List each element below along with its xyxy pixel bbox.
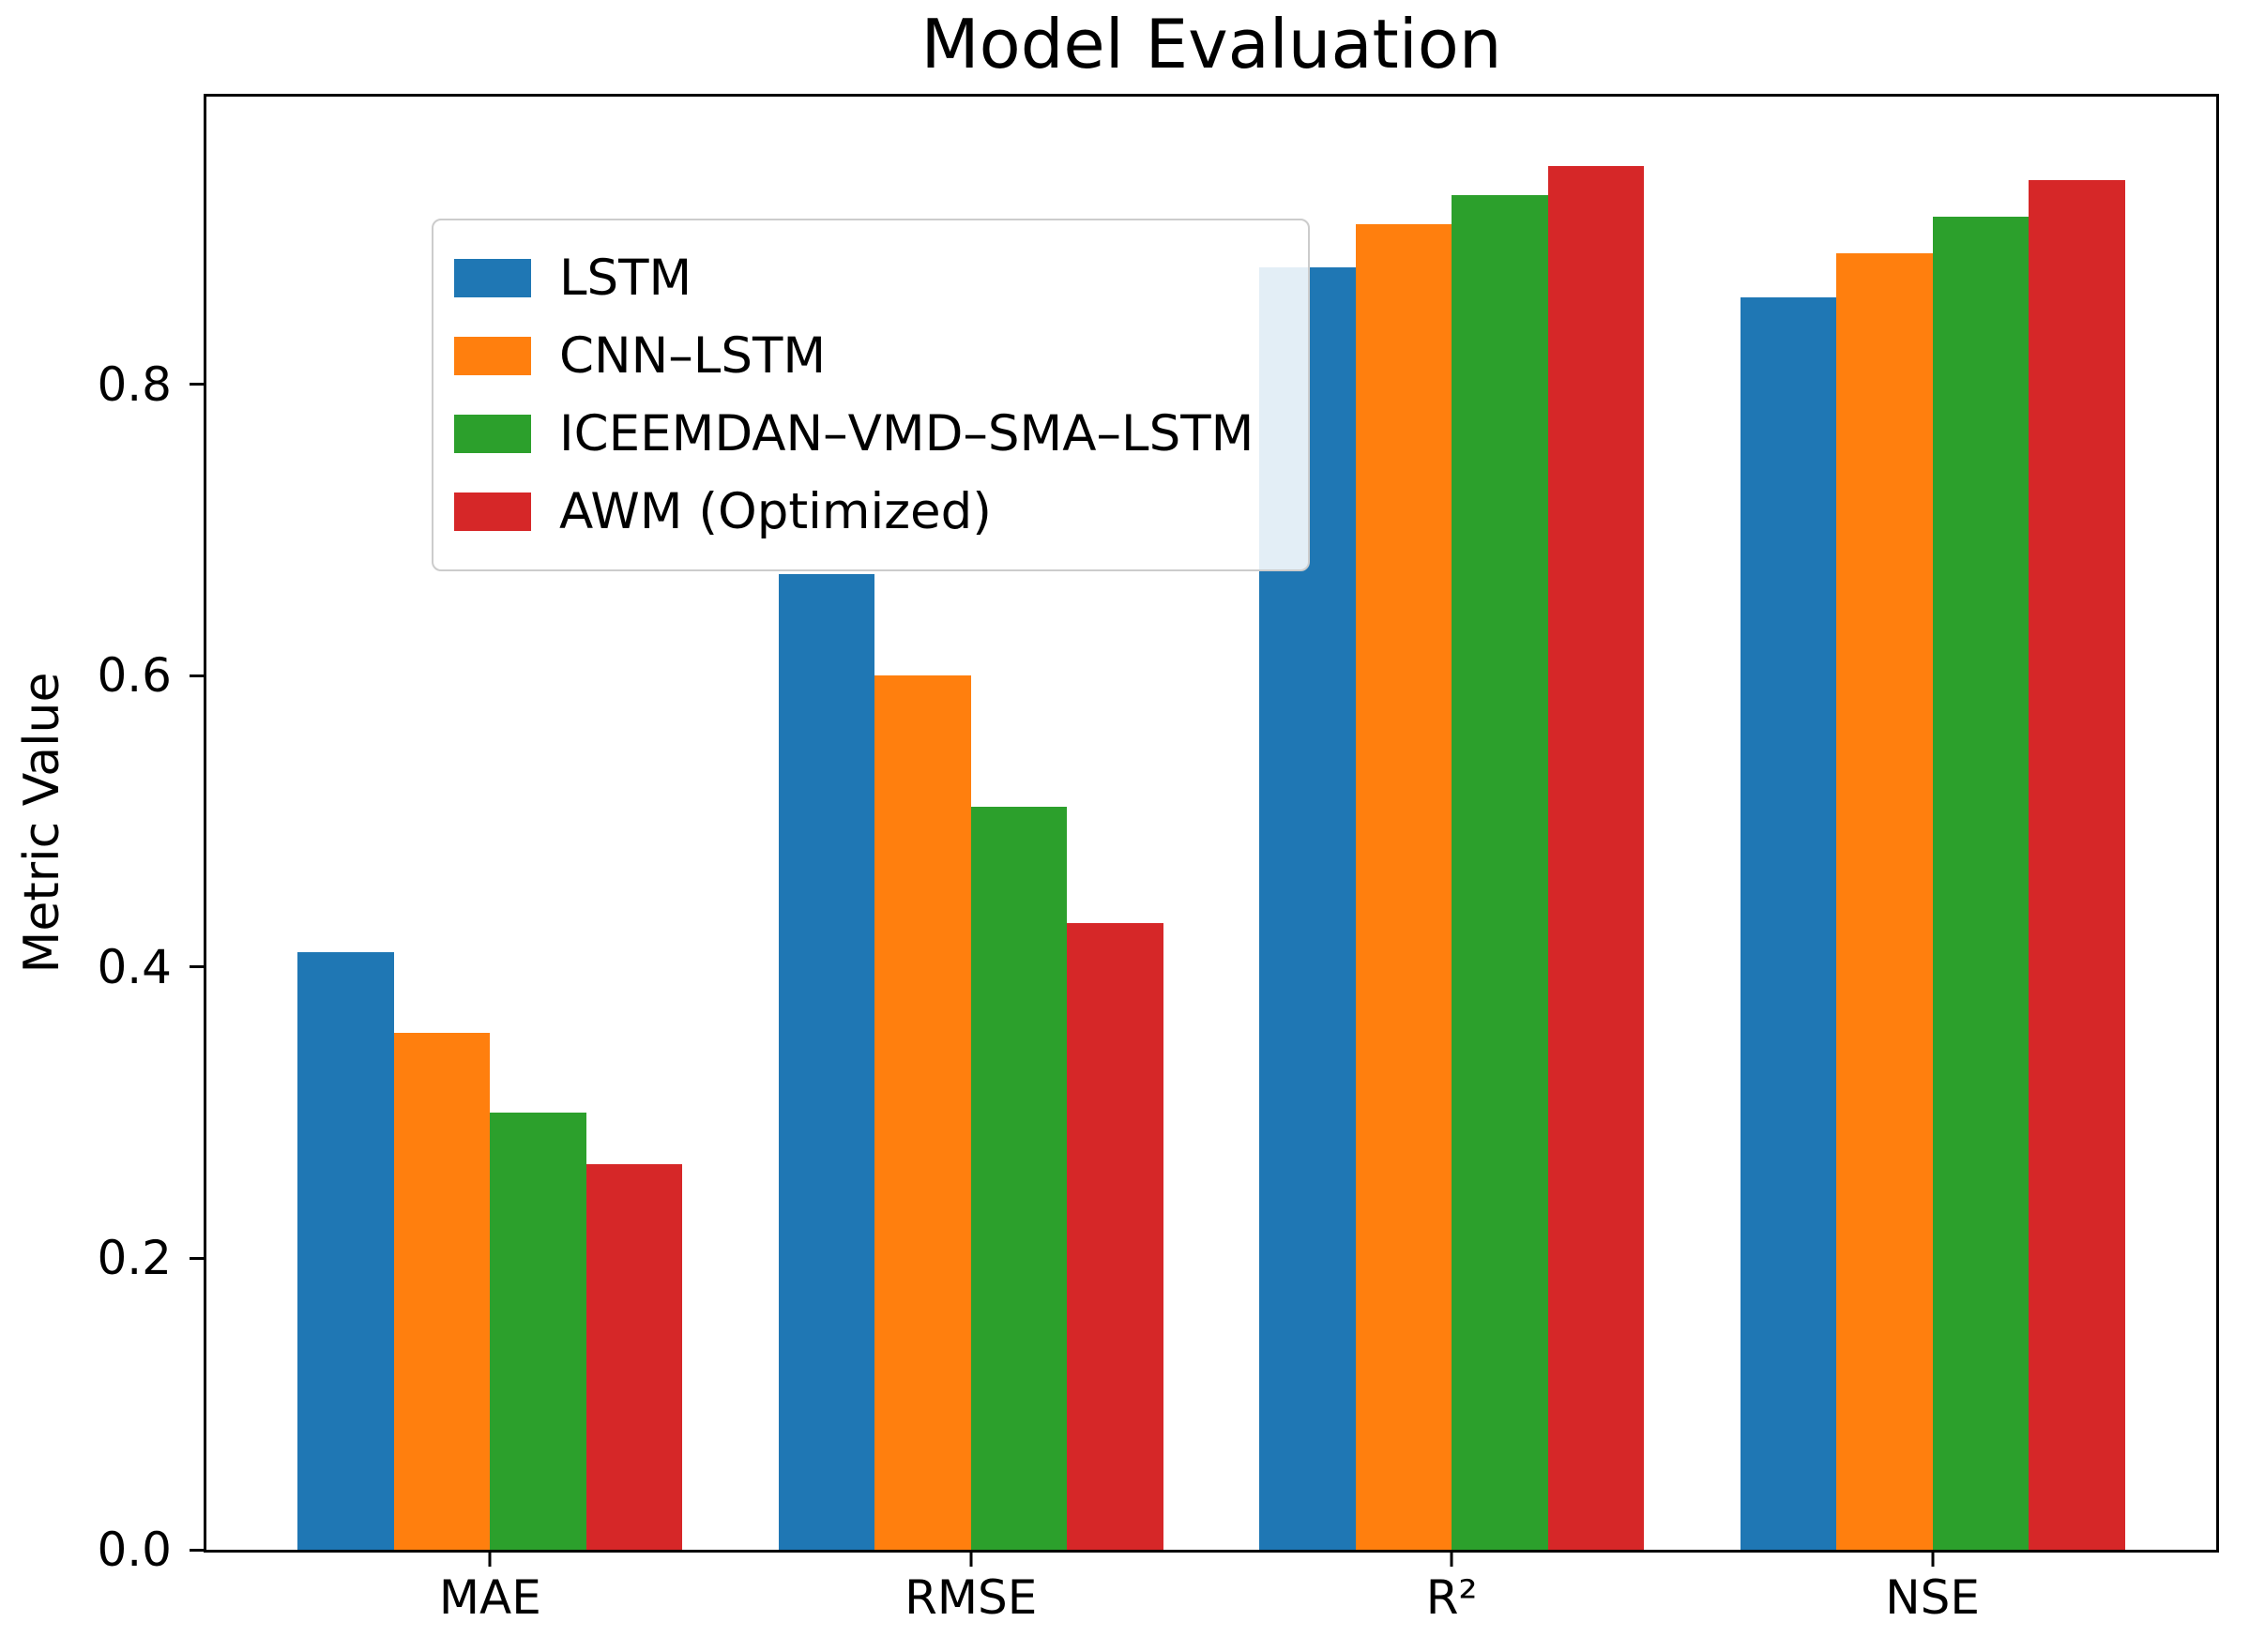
x-tick-label: RMSE: [905, 1570, 1038, 1625]
bar: [874, 675, 971, 1550]
bar: [585, 1163, 683, 1550]
bar: [1836, 252, 1933, 1550]
x-tick-mark: [969, 1553, 973, 1567]
legend-label: CNN–LSTM: [559, 327, 827, 385]
bar-group-mae: [297, 97, 683, 1550]
x-tick-label: R²: [1425, 1570, 1478, 1625]
bar: [970, 807, 1068, 1550]
y-tick-label: 0.4: [97, 939, 172, 994]
x-tick-label: MAE: [438, 1570, 541, 1625]
y-tick-label: 0.0: [97, 1523, 172, 1577]
bar: [1355, 223, 1452, 1550]
legend-label: LSTM: [559, 250, 692, 307]
bars-layer: [206, 97, 2216, 1550]
legend-entry: ICEEMDAN–VMD–SMA–LSTM: [454, 395, 1254, 473]
bar: [778, 573, 875, 1550]
y-tick-mark: [190, 965, 204, 969]
bar-group-nse: [1740, 97, 2125, 1550]
bar: [1932, 217, 2030, 1550]
legend: LSTM CNN–LSTM ICEEMDAN–VMD–SMA–LSTM AWM (Op…: [432, 219, 1311, 571]
y-tick-mark: [190, 383, 204, 386]
bar-group-r: [1259, 97, 1645, 1550]
x-tick-mark: [1450, 1553, 1453, 1567]
legend-swatch: [454, 415, 531, 453]
x-axis-tick-labels: MAE RMSE R² NSE: [206, 1574, 2216, 1640]
legend-label: AWM (Optimized): [559, 483, 992, 540]
bar: [1067, 923, 1163, 1550]
bar: [393, 1032, 491, 1550]
chart-title: Model Evaluation: [920, 5, 1502, 83]
legend-swatch: [454, 259, 531, 297]
bar-group-rmse: [778, 97, 1163, 1550]
legend-entry: LSTM: [454, 239, 1254, 317]
x-tick-mark: [1931, 1553, 1935, 1567]
legend-entry: CNN–LSTM: [454, 317, 1254, 395]
y-tick-label: 0.6: [97, 648, 172, 704]
bar: [297, 952, 394, 1550]
plot-area: LSTM CNN–LSTM ICEEMDAN–VMD–SMA–LSTM AWM (Op…: [190, 94, 2219, 1567]
legend-label: ICEEMDAN–VMD–SMA–LSTM: [559, 405, 1254, 462]
x-tick-mark: [488, 1553, 492, 1567]
legend-swatch: [454, 337, 531, 375]
legend-entry: AWM (Optimized): [454, 473, 1254, 551]
bar: [1452, 194, 1548, 1550]
x-tick-label: NSE: [1885, 1570, 1980, 1625]
y-tick-mark: [190, 1256, 204, 1260]
y-axis-tick-labels: 0.0 0.2 0.4 0.6 0.8: [0, 97, 178, 1573]
y-tick-mark: [190, 1548, 204, 1552]
bar: [1740, 296, 1837, 1550]
bar: [1547, 165, 1645, 1550]
y-tick-label: 0.8: [97, 356, 172, 412]
bar: [490, 1113, 586, 1550]
y-tick-mark: [190, 674, 204, 677]
legend-swatch: [454, 493, 531, 531]
bar: [2029, 180, 2125, 1550]
y-tick-label: 0.2: [97, 1231, 172, 1286]
